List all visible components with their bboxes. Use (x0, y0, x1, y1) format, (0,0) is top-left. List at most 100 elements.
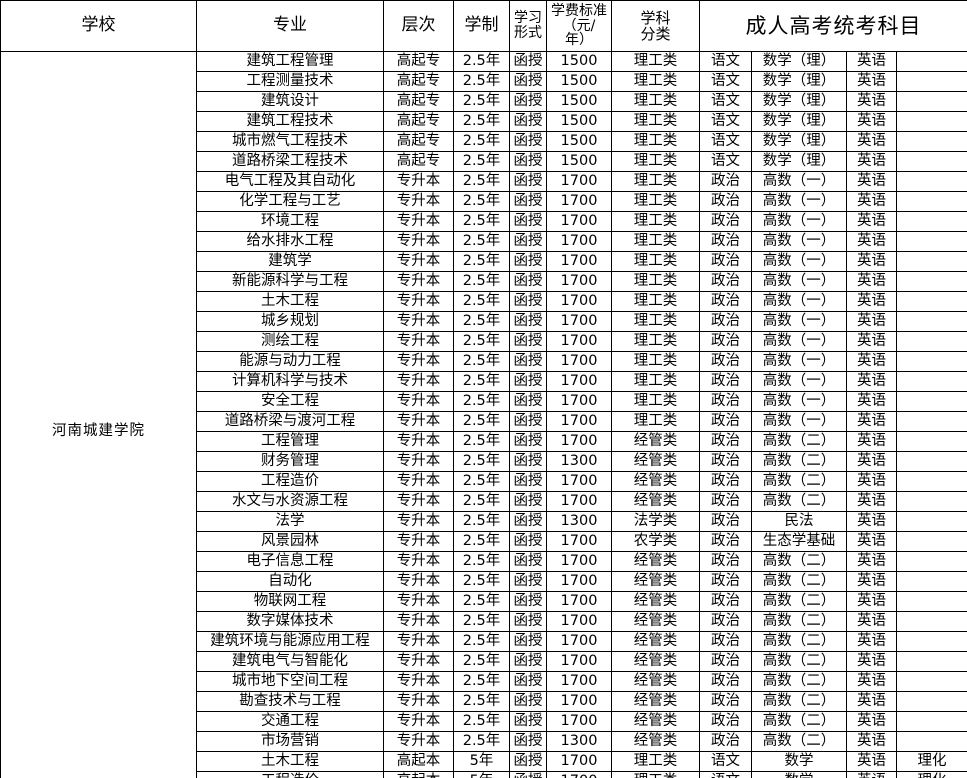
cell-exam-subject-3: 英语 (846, 71, 897, 92)
cell-tuition-fee: 1700 (546, 631, 612, 652)
cell-major: 建筑工程技术 (196, 111, 384, 132)
table-row[interactable]: 安全工程 专升本 2.5年 函授 1700 理工类 政治 高数（一） 英语 (1, 391, 967, 412)
cell-subject-category: 理工类 (611, 51, 700, 72)
cell-study-form: 函授 (509, 571, 547, 592)
cell-exam-subject-4 (896, 711, 967, 732)
table-row[interactable]: 河南城建学院 建筑工程管理 高起专 2.5年 函授 1500 理工类 语文 数学（理） 英语 (0, 51, 967, 778)
cell-tuition-fee: 1700 (546, 751, 612, 772)
cell-subject-category: 经管类 (611, 571, 700, 592)
cell-major: 建筑设计 (196, 91, 384, 112)
table-row[interactable]: 数字媒体技术 专升本 2.5年 函授 1700 经管类 政治 高数（二） 英语 (1, 611, 967, 632)
cell-study-form: 函授 (509, 211, 547, 232)
cell-exam-subject-2: 数学 (751, 751, 847, 772)
table-row[interactable]: 计算机科学与技术 专升本 2.5年 函授 1700 理工类 政治 高数（一） 英语 (1, 371, 967, 392)
cell-length: 2.5年 (453, 191, 510, 212)
table-row[interactable]: 能源与动力工程 专升本 2.5年 函授 1700 理工类 政治 高数（一） 英语 (1, 351, 967, 372)
cell-subject-category: 理工类 (611, 191, 700, 212)
cell-major: 安全工程 (196, 391, 384, 412)
table-row[interactable]: 物联网工程 专升本 2.5年 函授 1700 经管类 政治 高数（二） 英语 (1, 591, 967, 612)
table-row[interactable]: 工程造价高起本5年函授1700理工类语文数学英语理化 (1, 771, 967, 778)
cell-subject-category: 理工类 (611, 231, 700, 252)
header-row: 学校 专业 层次 学制 学习 形式 学费标准 （元/ 年） 学科 分类 成人高考… (0, 0, 967, 52)
cell-exam-subject-3: 英语 (846, 391, 897, 412)
cell-subject-category: 理工类 (611, 411, 700, 432)
cell-study-form: 函授 (509, 771, 547, 778)
cell-subject-category: 理工类 (611, 151, 700, 172)
table-row[interactable]: 财务管理 专升本 2.5年 函授 1300 经管类 政治 高数（二） 英语 (1, 451, 967, 472)
cell-exam-subject-1: 政治 (699, 611, 752, 632)
table-row[interactable]: 自动化 专升本 2.5年 函授 1700 经管类 政治 高数（二） 英语 (1, 571, 967, 592)
table-row[interactable]: 建筑工程技术 高起专 2.5年 函授 1500 理工类 语文 数学（理） 英语 (1, 111, 967, 132)
school-name-cell: 河南城建学院 (0, 51, 197, 778)
table-row[interactable]: 勘查技术与工程 专升本 2.5年 函授 1700 经管类 政治 高数（二） 英语 (1, 691, 967, 712)
table-row[interactable]: 工程造价 专升本 2.5年 函授 1700 经管类 政治 高数（二） 英语 (1, 471, 967, 492)
cell-subject-category: 经管类 (611, 471, 700, 492)
table-row[interactable]: 建筑电气与智能化 专升本 2.5年 函授 1700 经管类 政治 高数（二） 英语 (1, 651, 967, 672)
cell-subject-category: 经管类 (611, 611, 700, 632)
cell-major: 城市地下空间工程 (196, 671, 384, 692)
cell-exam-subject-4 (896, 591, 967, 612)
cell-exam-subject-4 (896, 551, 967, 572)
cell-subject-category: 经管类 (611, 551, 700, 572)
cell-length: 2.5年 (453, 631, 510, 652)
cell-length: 2.5年 (453, 731, 510, 752)
table-row[interactable]: 工程管理 专升本 2.5年 函授 1700 经管类 政治 高数（二） 英语 (1, 431, 967, 452)
cell-major: 财务管理 (196, 451, 384, 472)
cell-length: 2.5年 (453, 511, 510, 532)
cell-exam-subject-1: 政治 (699, 531, 752, 552)
table-row[interactable]: 道路桥梁工程技术 高起专 2.5年 函授 1500 理工类 语文 数学（理） 英语 (1, 151, 967, 172)
cell-level: 专升本 (383, 311, 454, 332)
table-row[interactable]: 电气工程及其自动化 专升本 2.5年 函授 1700 理工类 政治 高数（一） 英语 (1, 171, 967, 192)
table-row[interactable]: 土木工程 高起本 5年 函授 1700 理工类 语文 数学 英语 理化 (1, 751, 967, 772)
cell-study-form: 函授 (509, 751, 547, 772)
cell-length: 2.5年 (453, 671, 510, 692)
table-row[interactable]: 道路桥梁与渡河工程 专升本 2.5年 函授 1700 理工类 政治 高数（一） 英语 (1, 411, 967, 432)
cell-exam-subject-1: 政治 (699, 451, 752, 472)
table-row[interactable]: 建筑环境与能源应用工程 专升本 2.5年 函授 1700 经管类 政治 高数（二） 英语 (1, 631, 967, 652)
cell-exam-subject-4 (896, 531, 967, 552)
cell-tuition-fee: 1700 (546, 191, 612, 212)
table-row[interactable]: 建筑学 专升本 2.5年 函授 1700 理工类 政治 高数（一） 英语 (1, 251, 967, 272)
cell-major: 勘查技术与工程 (196, 691, 384, 712)
cell-level: 专升本 (383, 391, 454, 412)
cell-exam-subject-1: 政治 (699, 691, 752, 712)
cell-exam-subject-3: 英语 (846, 631, 897, 652)
cell-exam-subject-2: 高数（一） (751, 191, 847, 212)
cell-level: 专升本 (383, 251, 454, 272)
table-row[interactable]: 电子信息工程 专升本 2.5年 函授 1700 经管类 政治 高数（二） 英语 (1, 551, 967, 572)
table-row[interactable]: 测绘工程 专升本 2.5年 函授 1700 理工类 政治 高数（一） 英语 (1, 331, 967, 352)
cell-length: 2.5年 (453, 111, 510, 132)
cell-exam-subject-3: 英语 (846, 351, 897, 372)
table-row[interactable]: 城市地下空间工程 专升本 2.5年 函授 1700 经管类 政治 高数（二） 英语 (1, 671, 967, 692)
table-row[interactable]: 水文与水资源工程 专升本 2.5年 函授 1700 经管类 政治 高数（二） 英语 (1, 491, 967, 512)
table-row[interactable]: 环境工程 专升本 2.5年 函授 1700 理工类 政治 高数（一） 英语 (1, 211, 967, 232)
table-row[interactable]: 工程测量技术 高起专 2.5年 函授 1500 理工类 语文 数学（理） 英语 (1, 71, 967, 92)
cell-exam-subject-2: 高数（二） (751, 731, 847, 752)
cell-exam-subject-3: 英语 (846, 651, 897, 672)
cell-exam-subject-1: 政治 (699, 551, 752, 572)
table-row[interactable]: 市场营销 专升本 2.5年 函授 1300 经管类 政治 高数（二） 英语 (1, 731, 967, 752)
cell-study-form: 函授 (509, 551, 547, 572)
cell-exam-subject-4 (896, 171, 967, 192)
cell-exam-subject-4 (896, 391, 967, 412)
cell-study-form: 函授 (509, 51, 547, 72)
cell-exam-subject-1: 语文 (699, 771, 752, 778)
cell-subject-category: 理工类 (611, 131, 700, 152)
cell-exam-subject-1: 语文 (699, 131, 752, 152)
cell-exam-subject-2: 高数（一） (751, 391, 847, 412)
cell-exam-subject-2: 数学（理） (751, 91, 847, 112)
cell-level: 专升本 (383, 191, 454, 212)
table-row[interactable]: 新能源科学与工程 专升本 2.5年 函授 1700 理工类 政治 高数（一） 英语 (1, 271, 967, 292)
cell-exam-subject-4 (896, 251, 967, 272)
cell-exam-subject-3: 英语 (846, 691, 897, 712)
cell-length: 5年 (453, 771, 510, 778)
table-row[interactable]: 风景园林 专升本 2.5年 函授 1700 农学类 政治 生态学基础 英语 (1, 531, 967, 552)
table-row[interactable]: 交通工程 专升本 2.5年 函授 1700 经管类 政治 高数（二） 英语 (1, 711, 967, 732)
cell-exam-subject-1: 政治 (699, 291, 752, 312)
table-row[interactable]: 城乡规划 专升本 2.5年 函授 1700 理工类 政治 高数（一） 英语 (1, 311, 967, 332)
header-tuition-fee-line1: 学费标准 (551, 2, 607, 19)
cell-exam-subject-4: 理化 (896, 751, 967, 772)
table-row[interactable]: 化学工程与工艺 专升本 2.5年 函授 1700 理工类 政治 高数（一） 英语 (1, 191, 967, 212)
cell-tuition-fee: 1700 (546, 711, 612, 732)
